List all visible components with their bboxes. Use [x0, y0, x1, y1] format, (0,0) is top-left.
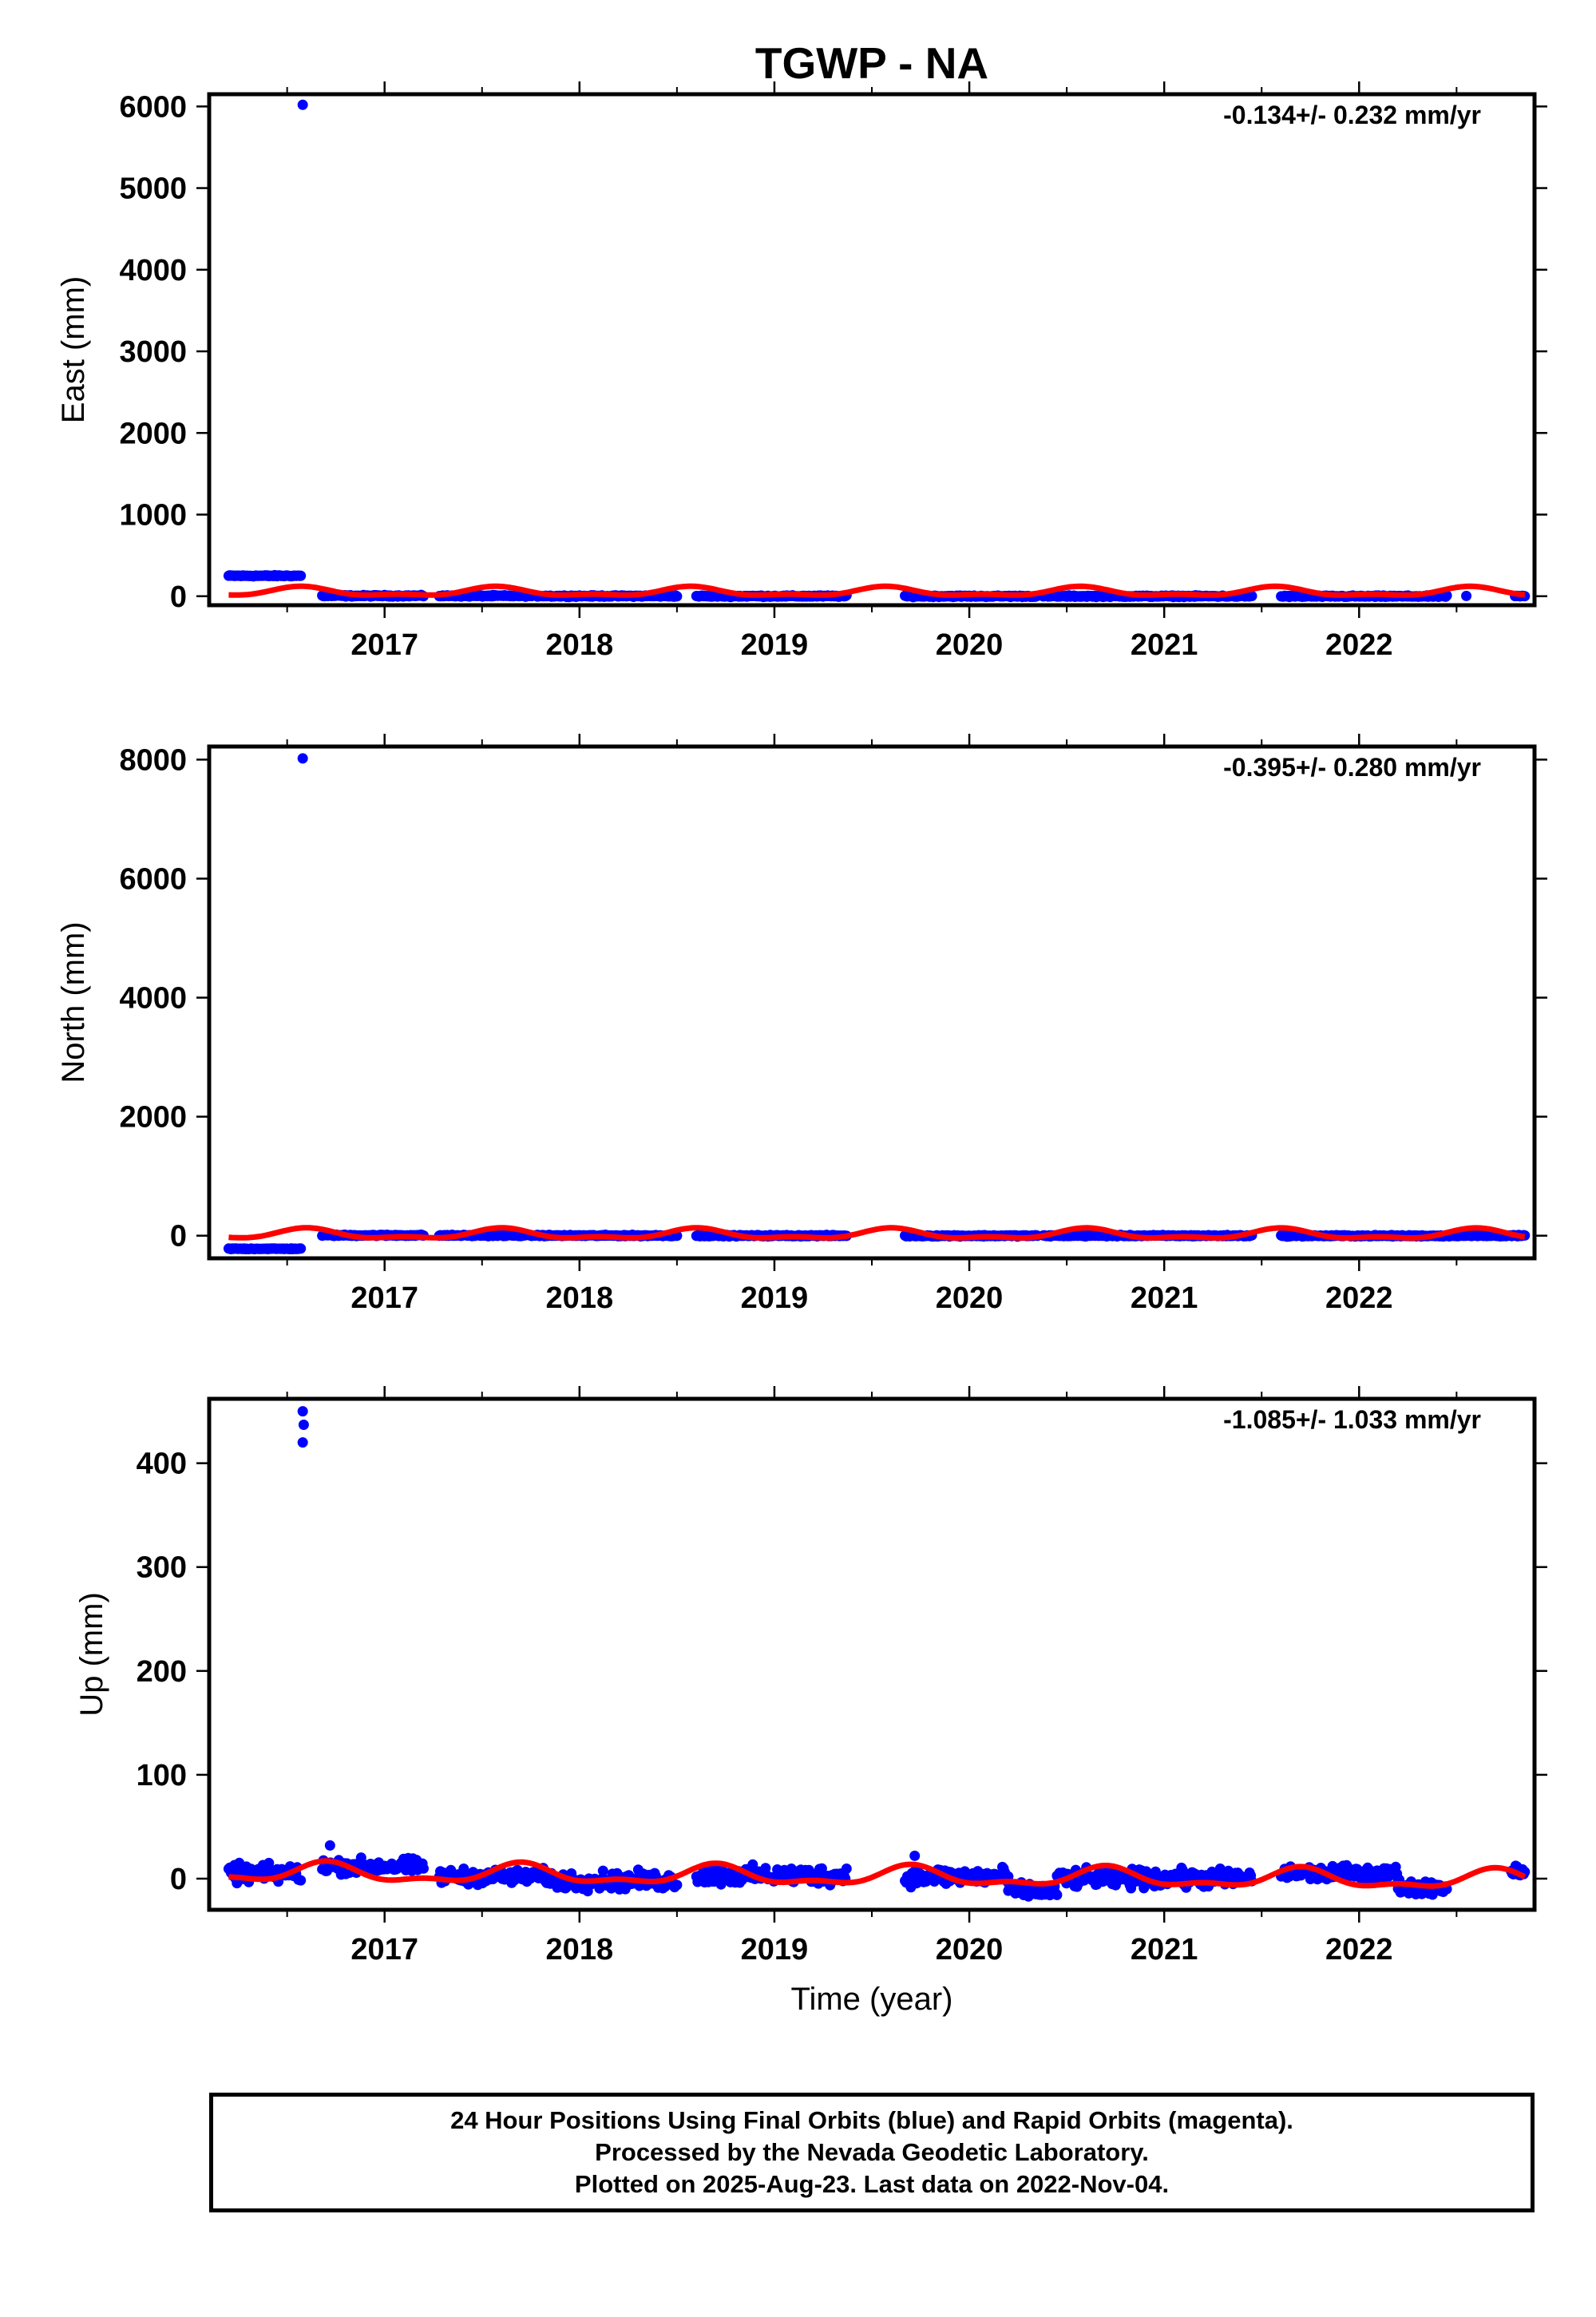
daily-positions	[223, 1406, 1531, 1902]
x-tick-label: 2018	[546, 1933, 614, 1966]
position-point	[841, 1864, 852, 1874]
y-axis-label: North (mm)	[56, 921, 91, 1083]
y-tick-label: 3000	[119, 335, 187, 369]
position-point	[1441, 590, 1452, 601]
position-point	[295, 1875, 307, 1886]
data-layer	[223, 753, 1531, 1254]
x-tick-label: 2017	[350, 1933, 418, 1966]
processing-note-box: 24 Hour Positions Using Final Orbits (bl…	[209, 2093, 1535, 2212]
x-tick-label: 2020	[936, 1933, 1004, 1966]
outlier-point	[297, 99, 308, 110]
data-layer	[223, 1406, 1531, 1902]
daily-positions	[223, 99, 1531, 603]
x-tick-label: 2021	[1131, 1281, 1198, 1315]
y-tick-label: 1000	[119, 499, 187, 533]
position-point	[1150, 1866, 1161, 1877]
x-tick-label: 2018	[546, 1281, 614, 1315]
position-point	[1051, 1889, 1063, 1900]
y-tick-label: 4000	[119, 254, 187, 287]
outlier-point	[297, 1406, 308, 1417]
y-tick-label: 0	[170, 1220, 187, 1254]
velocity-label: -0.395+/- 0.280 mm/yr	[1223, 753, 1481, 782]
daily-positions	[223, 753, 1531, 1254]
position-point	[671, 1879, 683, 1891]
y-tick-label: 5000	[119, 172, 187, 206]
y-tick-label: 0	[170, 1863, 187, 1896]
position-point	[671, 591, 683, 602]
x-tick-label: 2019	[741, 1933, 809, 1966]
panel-3: 2017 2018 2019 2020 2021 2022 0 100 200 300 400 Up …	[74, 1386, 1547, 2017]
outlier-point	[297, 753, 308, 764]
position-point	[816, 1863, 827, 1874]
x-tick-label: 2022	[1325, 628, 1393, 662]
x-tick-label: 2020	[936, 628, 1004, 662]
model-fit-line	[228, 583, 1526, 598]
note-orbits-line: 24 Hour Positions Using Final Orbits (bl…	[450, 2106, 1293, 2134]
y-tick-label: 6000	[119, 862, 187, 896]
y-tick-label: 400	[137, 1448, 187, 1481]
model-fit-line	[228, 1858, 1527, 1889]
x-tick-label: 2021	[1131, 1933, 1198, 1966]
position-point	[418, 1863, 429, 1874]
position-point	[263, 1857, 275, 1868]
data-layer	[223, 99, 1531, 603]
x-tick-label: 2017	[350, 1281, 418, 1315]
x-tick-label: 2019	[741, 1281, 809, 1315]
x-tick-label: 2020	[936, 1281, 1004, 1315]
x-tick-label: 2019	[741, 628, 809, 662]
y-tick-label: 100	[137, 1759, 187, 1792]
panel-2: 2017 2018 2019 2020 2021 2022 0 2000 4000 6000 800…	[56, 734, 1547, 1315]
x-tick-label: 2021	[1131, 628, 1198, 662]
position-point	[597, 1865, 608, 1876]
y-axis-label: East (mm)	[56, 276, 91, 423]
outlier-point	[909, 1850, 921, 1861]
position-point	[1214, 1864, 1226, 1874]
position-point	[1177, 1864, 1188, 1875]
position-point	[1246, 591, 1257, 601]
y-tick-label: 0	[170, 580, 187, 614]
outlier-point	[324, 1840, 335, 1851]
panel-1: 2017 2018 2019 2020 2021 2022 0 1000 2000 3000 400…	[56, 81, 1547, 662]
velocity-label: -0.134+/- 0.232 mm/yr	[1223, 101, 1481, 129]
x-tick-label: 2022	[1325, 1281, 1393, 1315]
position-point	[295, 570, 307, 581]
y-tick-label: 2000	[119, 1101, 187, 1135]
plot-frame	[207, 92, 1537, 608]
plot-frame	[207, 744, 1537, 1261]
outlier-point	[1461, 590, 1472, 601]
y-tick-label: 200	[137, 1655, 187, 1689]
x-tick-label: 2017	[350, 628, 418, 662]
x-axis-label: Time (year)	[791, 1982, 953, 2017]
figure-title: TGWP - NA	[755, 38, 988, 88]
x-tick-label: 2022	[1325, 1933, 1393, 1966]
position-point	[747, 1859, 758, 1870]
position-point	[295, 1243, 307, 1254]
velocity-label: -1.085+/- 1.033 mm/yr	[1223, 1405, 1481, 1434]
plot-frame	[207, 1396, 1537, 1912]
x-tick-label: 2018	[546, 628, 614, 662]
y-tick-label: 2000	[119, 417, 187, 450]
y-tick-label: 8000	[119, 743, 187, 777]
note-processed-line: Processed by the Nevada Geodetic Laborat…	[595, 2138, 1149, 2166]
y-tick-label: 300	[137, 1551, 187, 1585]
model-fit-line	[228, 1225, 1526, 1241]
outlier-point	[298, 1420, 309, 1431]
note-plotted-line: Plotted on 2025-Aug-23. Last data on 202…	[574, 2170, 1170, 2198]
y-axis-label: Up (mm)	[74, 1592, 109, 1717]
y-tick-label: 6000	[119, 90, 187, 124]
y-tick-label: 4000	[119, 982, 187, 1016]
outlier-point	[297, 1437, 308, 1448]
